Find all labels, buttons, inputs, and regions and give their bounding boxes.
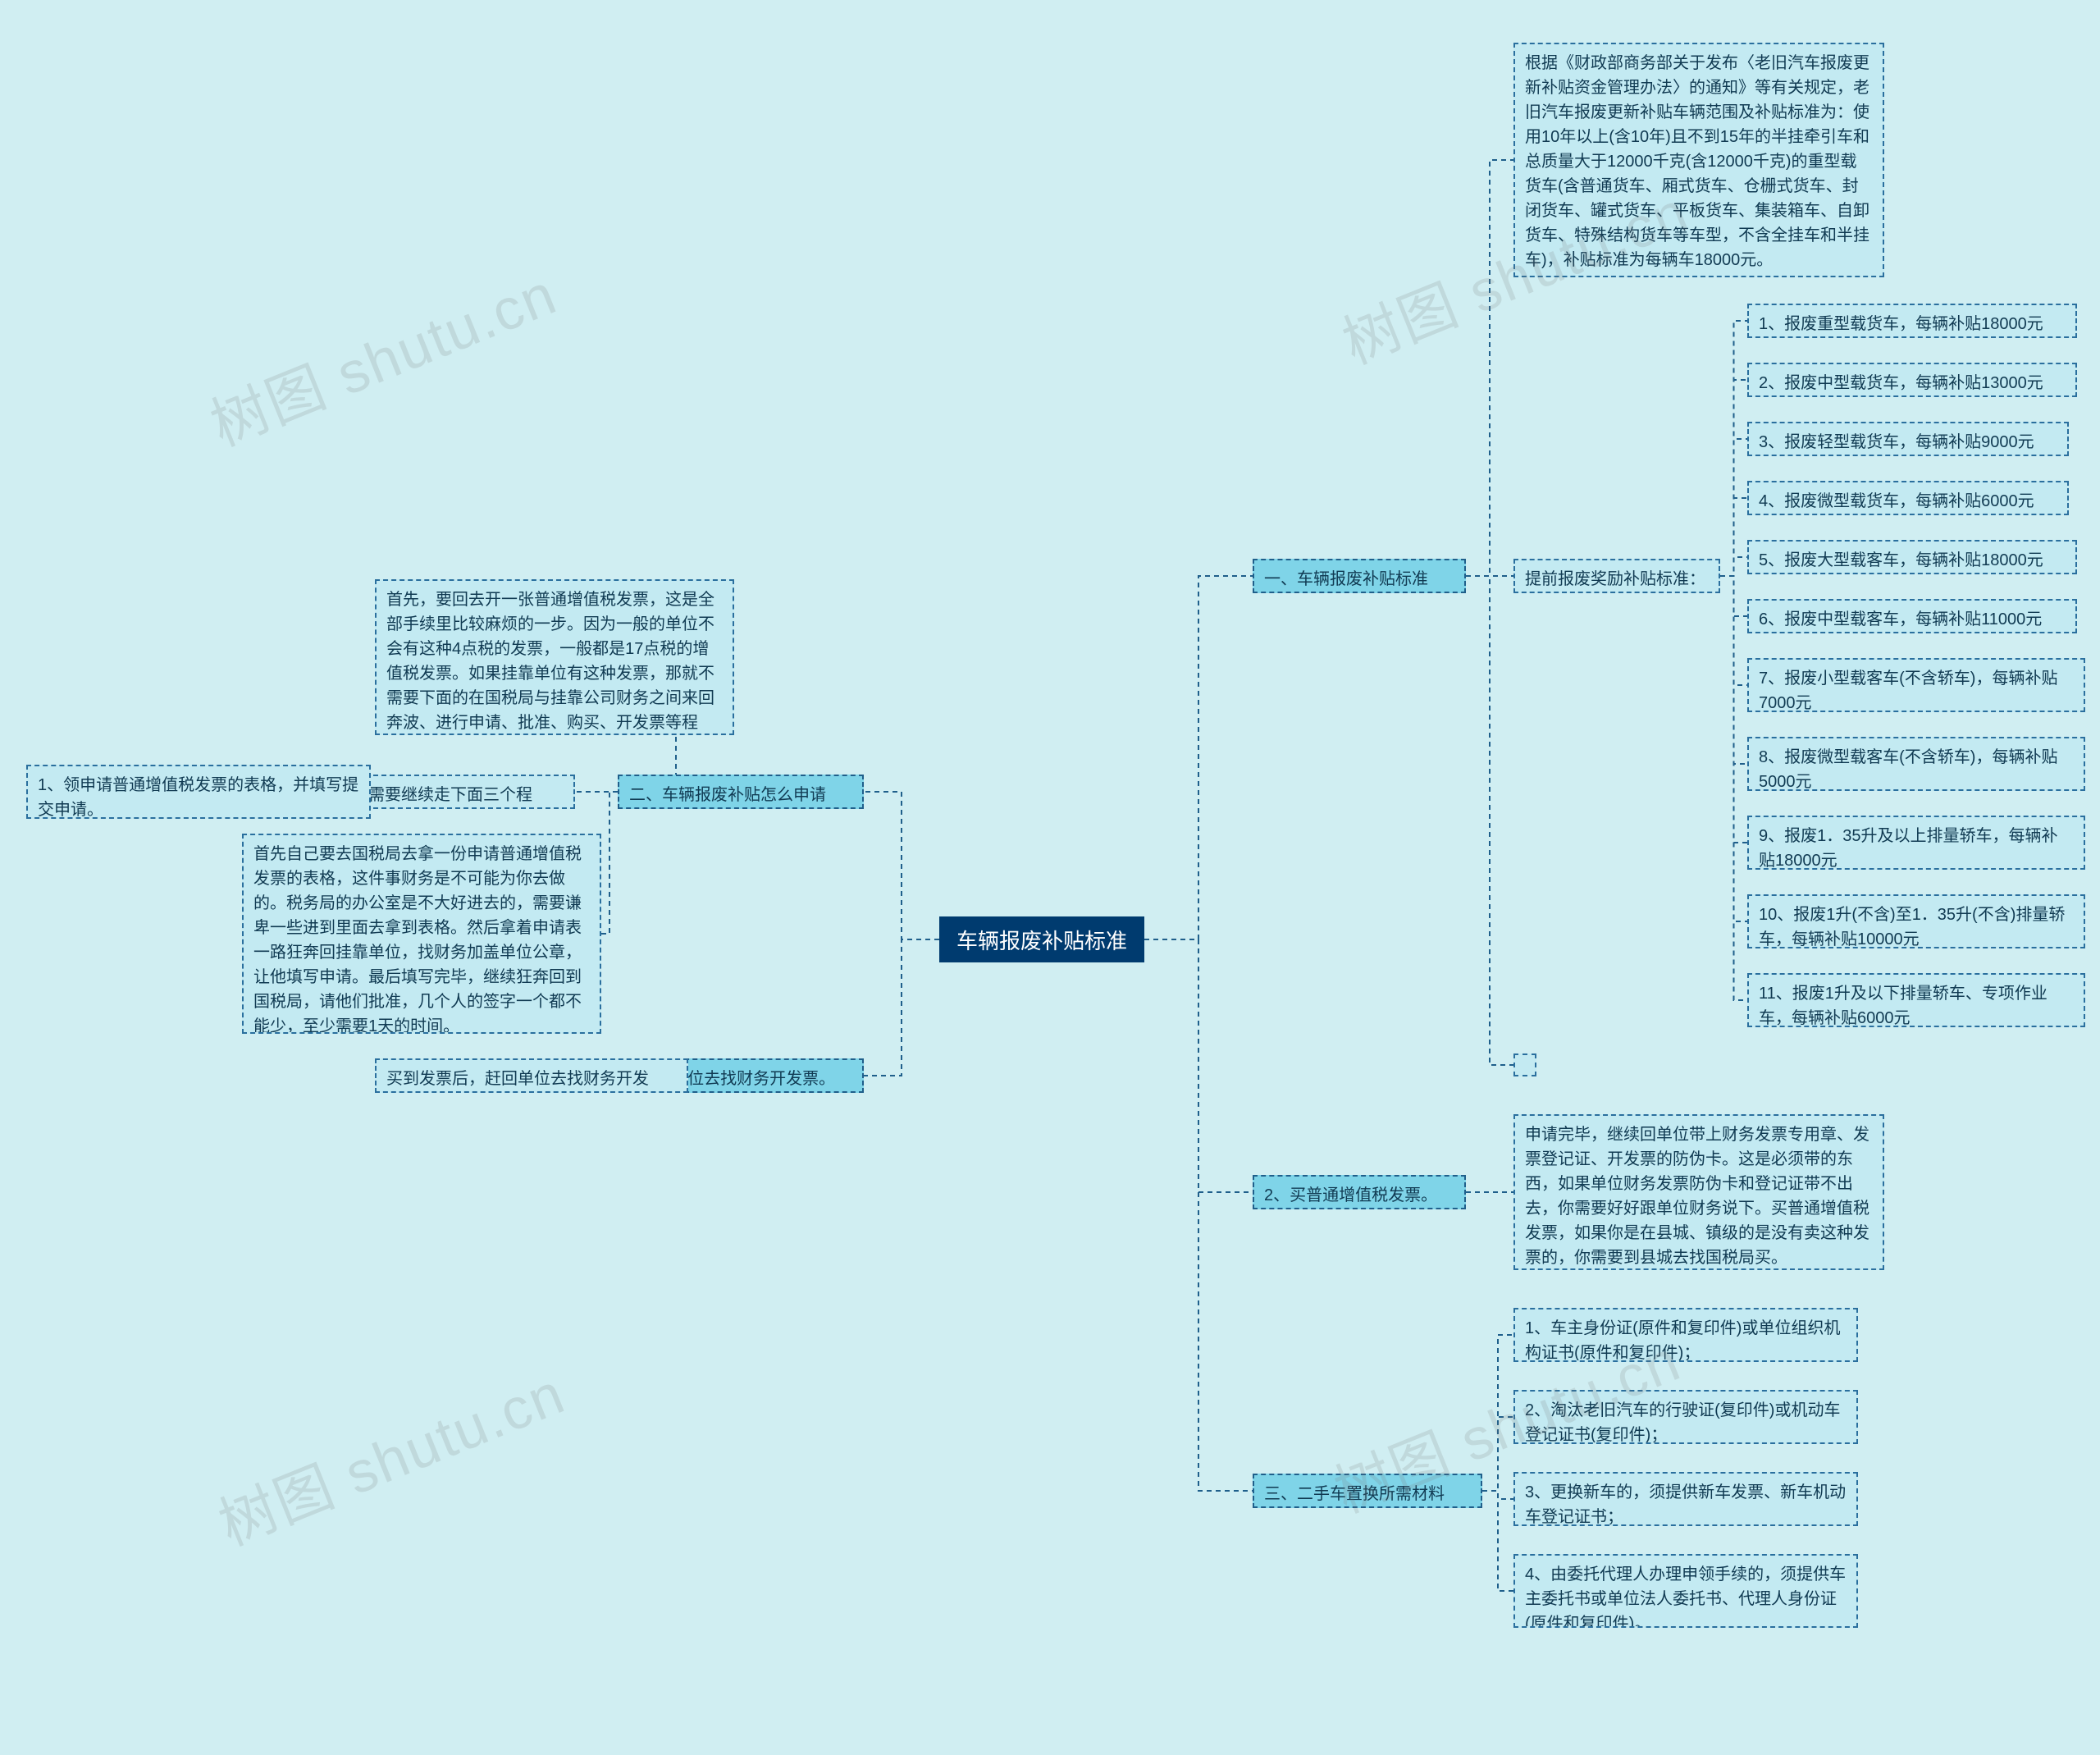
leaf-node: 11、报废1升及以下排量轿车、专项作业车，每辆补贴6000元 <box>1747 973 2085 1027</box>
connector <box>1144 939 1253 1491</box>
node-text: 8、报废微型载客车(不含轿车)，每辆补贴5000元 <box>1759 748 2057 791</box>
node-text: 1、车主身份证(原件和复印件)或单位组织机构证书(原件和复印件)； <box>1525 1319 1840 1362</box>
leaf-node: 7、报废小型载客车(不含轿车)，每辆补贴7000元 <box>1747 658 2085 712</box>
leaf-node: 5、报废大型载客车，每辆补贴18000元 <box>1747 540 2077 574</box>
leaf-node: 提前报废奖励补贴标准： <box>1513 559 1720 593</box>
leaf-node: 6、报废中型载客车，每辆补贴11000元 <box>1747 599 2077 633</box>
node-text: 9、报废1．35升及以上排量轿车，每辆补贴18000元 <box>1759 827 2058 870</box>
node-text: 4、报废微型载货车，每辆补贴6000元 <box>1759 492 2034 510</box>
leaf-node: 首先自己要去国税局去拿一份申请普通增值税发票的表格，这件事财务是不可能为你去做的… <box>242 834 601 1034</box>
connector <box>1720 321 1747 576</box>
node-text: 3、报废轻型载货车，每辆补贴9000元 <box>1759 433 2034 451</box>
node-text: 11、报废1升及以下排量轿车、专项作业车，每辆补贴6000元 <box>1759 985 2048 1027</box>
connector <box>864 792 939 939</box>
branch-node: 2、买普通增值税发票。 <box>1253 1175 1466 1209</box>
branch-node: 一、车辆报废补贴标准 <box>1253 559 1466 593</box>
node-text: 根据《财政部商务部关于发布〈老旧汽车报废更新补贴资金管理办法〉的通知》等有关规定… <box>1525 54 1869 269</box>
node-text: 二、车辆报废补贴怎么申请 <box>629 786 826 804</box>
node-text: 首先，要回去开一张普通增值税发票，这是全部手续里比较麻烦的一步。因为一般的单位不… <box>386 591 714 735</box>
connector <box>1466 576 1513 1065</box>
leaf-node <box>1513 1053 1536 1076</box>
node-text: 三、二手车置换所需材料 <box>1264 1485 1445 1503</box>
branch-node: 三、二手车置换所需材料 <box>1253 1474 1482 1508</box>
leaf-node: 根据《财政部商务部关于发布〈老旧汽车报废更新补贴资金管理办法〉的通知》等有关规定… <box>1513 43 1884 277</box>
leaf-node: 9、报废1．35升及以上排量轿车，每辆补贴18000元 <box>1747 816 2085 870</box>
connector <box>1144 576 1253 939</box>
connector <box>1720 498 1747 576</box>
node-text: 3、更换新车的，须提供新车发票、新车机动车登记证书； <box>1525 1483 1846 1526</box>
node-text: 一、车辆报废补贴标准 <box>1264 570 1428 588</box>
node-text: 2、买普通增值税发票。 <box>1264 1186 1437 1204</box>
leaf-node: 首先，要回去开一张普通增值税发票，这是全部手续里比较麻烦的一步。因为一般的单位不… <box>375 579 734 735</box>
node-text: 6、报废中型载客车，每辆补贴11000元 <box>1759 610 2042 628</box>
leaf-node: 1、报废重型载货车，每辆补贴18000元 <box>1747 304 2077 338</box>
leaf-node: 1、车主身份证(原件和复印件)或单位组织机构证书(原件和复印件)； <box>1513 1308 1858 1362</box>
branch-node: 二、车辆报废补贴怎么申请 <box>618 775 864 809</box>
node-text: 4、由委托代理人办理申领手续的，须提供车主委托书或单位法人委托书、代理人身份证(… <box>1525 1565 1846 1628</box>
leaf-node: 申请完毕，继续回单位带上财务发票专用章、发票登记证、开发票的防伪卡。这是必须带的… <box>1513 1114 1884 1270</box>
node-text: 提前报废奖励补贴标准： <box>1525 570 1705 588</box>
connector <box>864 939 939 1076</box>
node-text: 申请完毕，继续回单位带上财务发票专用章、发票登记证、开发票的防伪卡。这是必须带的… <box>1525 1126 1869 1267</box>
node-text: 首先自己要去国税局去拿一份申请普通增值税发票的表格，这件事财务是不可能为你去做的… <box>253 845 582 1034</box>
connector <box>1720 576 1747 1000</box>
node-text: 2、淘汰老旧汽车的行驶证(复印件)或机动车登记证书(复印件)； <box>1525 1401 1840 1444</box>
leaf-node: 3、更换新车的，须提供新车发票、新车机动车登记证书； <box>1513 1472 1858 1526</box>
root-node: 车辆报废补贴标准 <box>939 916 1144 962</box>
node-text: 7、报废小型载客车(不含轿车)，每辆补贴7000元 <box>1759 670 2057 712</box>
node-text: 10、报废1升(不含)至1．35升(不含)排量轿车，每辆补贴10000元 <box>1759 906 2065 948</box>
connector <box>601 792 618 934</box>
leaf-node: 8、报废微型载客车(不含轿车)，每辆补贴5000元 <box>1747 737 2085 791</box>
connector <box>1482 1491 1513 1591</box>
leaf-node: 2、报废中型载货车，每辆补贴13000元 <box>1747 363 2077 397</box>
node-text: 1、领申请普通增值税发票的表格，并填写提交申请。 <box>38 776 358 819</box>
leaf-node: 买到发票后，赶回单位去找财务开发票。 <box>375 1058 688 1093</box>
connector <box>1466 160 1513 576</box>
connector <box>1720 557 1747 576</box>
leaf-node: 10、报废1升(不含)至1．35升(不含)排量轿车，每辆补贴10000元 <box>1747 894 2085 948</box>
leaf-node: 4、报废微型载货车，每辆补贴6000元 <box>1747 481 2069 515</box>
node-text: 5、报废大型载客车，每辆补贴18000元 <box>1759 551 2043 569</box>
connector <box>1482 1417 1513 1491</box>
leaf-node: 4、由委托代理人办理申领手续的，须提供车主委托书或单位法人委托书、代理人身份证(… <box>1513 1554 1858 1628</box>
node-text: 1、报废重型载货车，每辆补贴18000元 <box>1759 315 2043 333</box>
node-text: 买到发票后，赶回单位去找财务开发票。 <box>386 1070 649 1093</box>
root-text: 车辆报废补贴标准 <box>956 925 1127 955</box>
leaf-node: 1、领申请普通增值税发票的表格，并填写提交申请。 <box>26 765 371 819</box>
node-text: 2、报废中型载货车，每辆补贴13000元 <box>1759 374 2043 392</box>
leaf-node: 3、报废轻型载货车，每辆补贴9000元 <box>1747 422 2069 456</box>
leaf-node: 2、淘汰老旧汽车的行驶证(复印件)或机动车登记证书(复印件)； <box>1513 1390 1858 1444</box>
